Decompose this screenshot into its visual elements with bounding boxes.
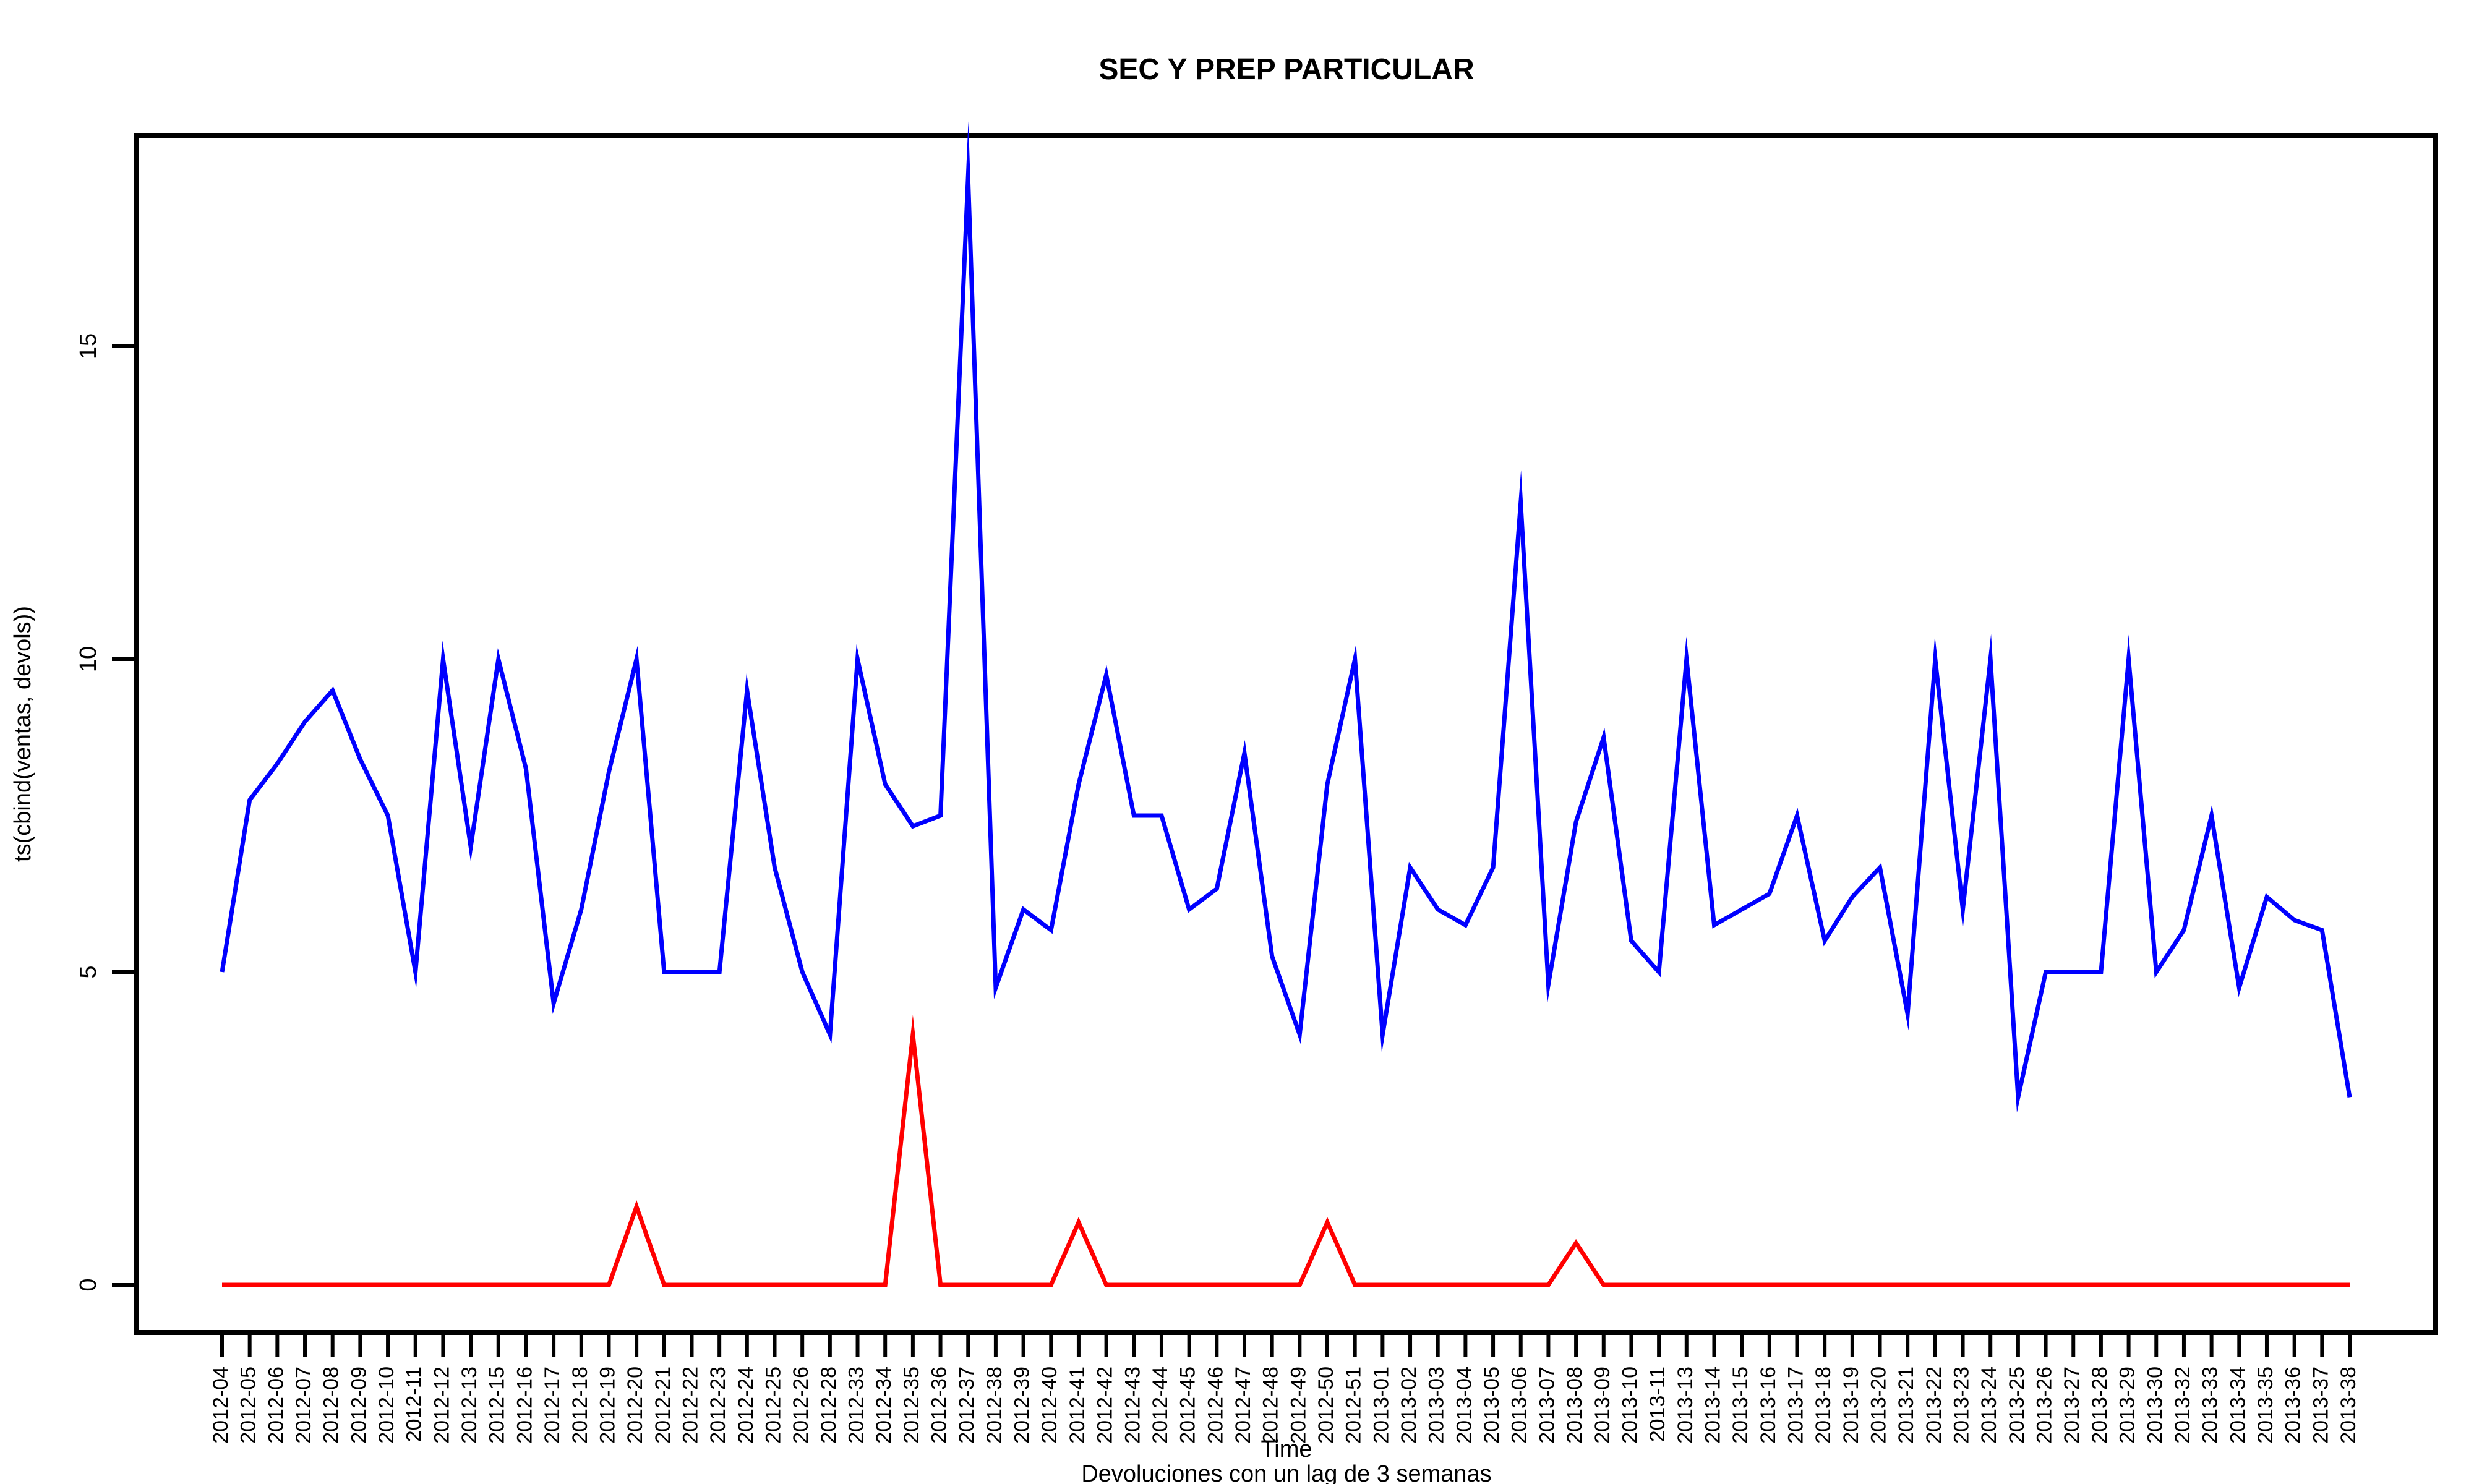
x-tick-label: 2012-49 — [1286, 1367, 1310, 1444]
chart-title: SEC Y PREP PARTICULAR — [1098, 53, 1474, 86]
x-tick-label: 2013-28 — [2088, 1367, 2112, 1444]
x-tick-label: 2013-37 — [2309, 1367, 2332, 1444]
x-tick-label: 2013-07 — [1535, 1367, 1559, 1444]
series-line-2 — [222, 1015, 2350, 1287]
x-tick-label: 2013-21 — [1894, 1367, 1918, 1444]
x-tick-label: 2012-47 — [1231, 1367, 1255, 1444]
x-axis: 2012-04 2012-05 2012-06 2012-07 2012-08 2012-… — [209, 1331, 2360, 1444]
y-tick-label: 15 — [75, 333, 101, 359]
x-tick-label: 2012-38 — [983, 1367, 1006, 1444]
x-tick-label: 2012-42 — [1094, 1367, 1117, 1444]
x-tick-label: 2012-06 — [264, 1367, 288, 1444]
series-line-1 — [220, 121, 2352, 1113]
x-tick-label: 2013-01 — [1369, 1367, 1393, 1444]
x-tick-label: 2013-34 — [2226, 1367, 2249, 1444]
x-tick-label: 2013-18 — [1812, 1367, 1835, 1444]
x-tick-label: 2012-43 — [1121, 1367, 1144, 1444]
x-tick-label: 2012-41 — [1066, 1367, 1089, 1444]
x-tick-label: 2013-32 — [2171, 1367, 2194, 1444]
x-tick-label: 2012-46 — [1204, 1367, 1227, 1444]
x-tick-label: 2012-21 — [651, 1367, 675, 1444]
x-tick-label: 2012-20 — [623, 1367, 647, 1444]
x-tick-label: 2012-48 — [1259, 1367, 1283, 1444]
x-tick-label: 2012-37 — [955, 1367, 978, 1444]
y-tick-label: 5 — [75, 965, 101, 978]
x-tick-label: 2012-12 — [430, 1367, 453, 1444]
x-tick-label: 2012-23 — [706, 1367, 730, 1444]
y-tick-label: 10 — [75, 646, 101, 672]
x-tick-label: 2013-04 — [1452, 1367, 1476, 1444]
x-tick-label: 2013-19 — [1839, 1367, 1863, 1444]
x-tick-label: 2012-17 — [541, 1367, 564, 1444]
x-tick-label: 2012-07 — [292, 1367, 315, 1444]
x-tick-label: 2012-24 — [734, 1367, 758, 1444]
x-tick-label: 2013-05 — [1480, 1367, 1504, 1444]
x-tick-label: 2012-19 — [596, 1367, 619, 1444]
x-tick-label: 2013-30 — [2143, 1367, 2167, 1444]
x-tick-label: 2013-06 — [1508, 1367, 1531, 1444]
x-tick-label: 2012-50 — [1314, 1367, 1338, 1444]
x-tick-label: 2012-39 — [1011, 1367, 1034, 1444]
x-tick-label: 2012-13 — [458, 1367, 481, 1444]
x-tick-label: 2013-14 — [1701, 1367, 1724, 1444]
series-layer — [220, 121, 2352, 1287]
x-tick-label: 2012-28 — [817, 1367, 841, 1444]
x-tick-label: 2013-35 — [2254, 1367, 2277, 1444]
y-tick-label: 0 — [75, 1278, 101, 1291]
x-tick-label: 2012-51 — [1342, 1367, 1366, 1444]
x-tick-label: 2012-04 — [209, 1367, 233, 1444]
x-tick-label: 2013-29 — [2116, 1367, 2139, 1444]
x-tick-label: 2012-44 — [1149, 1367, 1172, 1444]
x-tick-label: 2012-26 — [789, 1367, 813, 1444]
x-tick-label: 2012-05 — [237, 1367, 260, 1444]
x-tick-label: 2013-03 — [1425, 1367, 1449, 1444]
y-axis-label: ts(cbind(ventas, devols)) — [10, 606, 36, 862]
x-tick-label: 2013-23 — [1950, 1367, 1974, 1444]
plot-frame — [134, 133, 2438, 1335]
x-tick-label: 2012-11 — [403, 1367, 426, 1442]
x-tick-label: 2013-16 — [1757, 1367, 1780, 1444]
x-tick-label: 2013-26 — [2033, 1367, 2057, 1444]
x-tick-label: 2012-15 — [486, 1367, 509, 1444]
x-tick-label: 2012-25 — [761, 1367, 785, 1444]
x-tick-label: 2012-40 — [1038, 1367, 1061, 1444]
x-tick-label: 2013-09 — [1591, 1367, 1614, 1444]
x-tick-label: 2013-17 — [1784, 1367, 1807, 1444]
y-axis: 0 5 10 15 — [75, 333, 139, 1292]
x-tick-label: 2013-10 — [1618, 1367, 1641, 1444]
x-tick-label: 2012-45 — [1176, 1367, 1200, 1444]
x-tick-label: 2013-24 — [1977, 1367, 2001, 1444]
x-tick-label: 2012-08 — [320, 1367, 343, 1444]
x-tick-label: 2013-11 — [1646, 1367, 1669, 1442]
x-tick-label: 2013-25 — [2005, 1367, 2029, 1444]
x-tick-label: 2012-09 — [347, 1367, 370, 1444]
x-tick-label: 2012-36 — [928, 1367, 951, 1444]
x-tick-label: 2012-10 — [375, 1367, 398, 1444]
x-tick-label: 2013-13 — [1674, 1367, 1697, 1444]
x-tick-label: 2013-22 — [1922, 1367, 1946, 1444]
x-tick-label: 2013-36 — [2282, 1367, 2305, 1444]
x-axis-label: Time — [1261, 1436, 1312, 1462]
x-tick-label: 2012-33 — [845, 1367, 868, 1444]
x-tick-label: 2013-33 — [2199, 1367, 2222, 1444]
x-tick-label: 2013-38 — [2337, 1367, 2360, 1444]
x-tick-label: 2012-34 — [872, 1367, 896, 1444]
x-tick-label: 2012-16 — [513, 1367, 536, 1444]
x-tick-label: 2013-15 — [1729, 1367, 1752, 1444]
x-tick-label: 2013-20 — [1867, 1367, 1891, 1444]
x-tick-label: 2012-35 — [900, 1367, 923, 1444]
x-tick-label: 2013-02 — [1397, 1367, 1421, 1444]
chart-subtitle: Devoluciones con un lag de 3 semanas — [1081, 1461, 1491, 1484]
x-tick-label: 2012-22 — [678, 1367, 702, 1444]
x-tick-label: 2013-08 — [1563, 1367, 1586, 1444]
x-tick-label: 2012-18 — [568, 1367, 592, 1444]
x-tick-label: 2013-27 — [2060, 1367, 2084, 1444]
